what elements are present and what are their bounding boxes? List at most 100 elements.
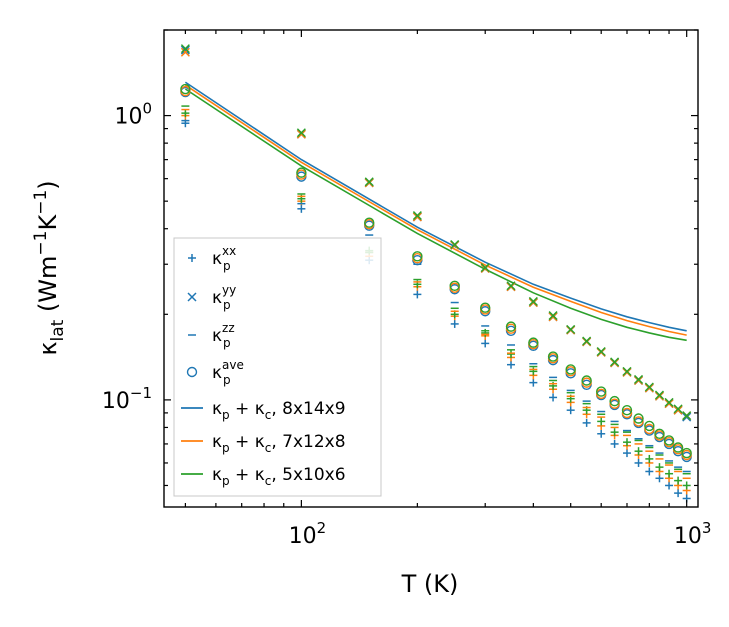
- data-point-kp_yy_5x10x6-450: [548, 311, 558, 321]
- cross-b: [296, 129, 306, 139]
- data-point-kp_yy_7x12x8-900: [664, 399, 674, 409]
- data-point-kp_xx_8x14x9-850: [655, 474, 664, 483]
- data-point-kp_xx_5x10x6-950: [674, 476, 683, 485]
- data-point-kp_xx_5x10x6-850: [655, 463, 664, 472]
- data-point-kp_xx_8x14x9-550: [582, 418, 591, 427]
- cross-b: [682, 412, 692, 422]
- legend-entry-7: κp + κc, 5x10x6: [181, 465, 346, 488]
- data-point-kp_ave_5x10x6-150: [364, 217, 375, 228]
- legend-label: κp + κc, 8x14x9: [212, 399, 346, 422]
- data-point-kp_ave_7x12x8-750: [633, 416, 644, 427]
- cross-b: [180, 44, 190, 54]
- data-point-kp_yy_7x12x8-50: [180, 47, 190, 57]
- cross-b: [644, 383, 654, 393]
- data-point-kp_xx_8x14x9-650: [610, 439, 619, 448]
- cross-b: [610, 357, 620, 367]
- cross-b: [548, 311, 558, 321]
- legend-label: κave p: [212, 358, 244, 387]
- line-series-2: [184, 84, 687, 336]
- cross-b: [644, 382, 654, 392]
- data-point-kp_yy_7x12x8-400: [528, 298, 538, 308]
- x-tick-label-1000: 103: [674, 519, 712, 549]
- cross-b: [412, 211, 422, 221]
- cross-b: [673, 404, 683, 414]
- data-point-kp_xx_5x10x6-750: [634, 447, 643, 456]
- legend: κxx p κyy p κzz p κave p κp + κc, 8x14x9 κp + κc,…: [173, 237, 382, 497]
- cross-b: [528, 296, 538, 306]
- cross-b: [664, 397, 674, 407]
- data-point-kp_yy_5x10x6-1000: [682, 411, 692, 421]
- data-point-kp_ave_5x10x6-50: [180, 83, 191, 95]
- data-point-kp_xx_8x14x9-450: [549, 393, 558, 402]
- data-point-kp_xx_8x14x9-800: [645, 467, 654, 476]
- cross-b: [582, 336, 592, 346]
- data-point-kp_yy_5x10x6-700: [622, 366, 632, 376]
- data-point-kp_ave_5x10x6-450: [547, 351, 559, 362]
- data-point-kp_yy_8x14x9-1000: [682, 412, 692, 422]
- cross-b: [364, 177, 374, 187]
- legend-entry-2: κyy p: [187, 283, 236, 312]
- cross-b: [180, 47, 190, 57]
- data-point-kp_ave_5x10x6-200: [412, 251, 423, 262]
- legend-label: κyy p: [212, 283, 236, 312]
- data-point-kp_yy_5x10x6-200: [412, 211, 422, 221]
- data-point-kp_yy_7x12x8-950: [673, 405, 683, 415]
- data-point-kp_xx_5x10x6-650: [610, 428, 619, 437]
- legend-label: κxx p: [212, 244, 236, 273]
- data-point-kp_ave_5x10x6-550: [581, 375, 592, 386]
- cross-b: [180, 45, 190, 55]
- data-point-kp_yy_5x10x6-250: [450, 239, 460, 250]
- data-point-kp_xx_8x14x9-950: [674, 489, 683, 498]
- data-point-kp_yy_5x10x6-950: [673, 404, 683, 414]
- data-point-kp_yy_7x12x8-850: [654, 391, 665, 401]
- data-point-kp_ave_5x10x6-400: [528, 337, 539, 348]
- plot-area: [180, 44, 692, 503]
- data-point-kp_ave_5x10x6-250: [449, 280, 460, 291]
- legend-label: κp + κc, 7x12x8: [212, 432, 346, 455]
- line-series-3: [184, 88, 687, 342]
- data-point-kp_xx_8x14x9-100: [297, 204, 306, 213]
- data-point-kp_ave_5x10x6-850: [654, 428, 665, 439]
- data-point-kp_xx_5x10x6-50: [181, 109, 190, 118]
- plot-frame: [163, 29, 699, 508]
- data-point-kp_xx_8x14x9-200: [413, 290, 422, 299]
- cross-b: [654, 391, 665, 401]
- line-series-1: [184, 81, 687, 332]
- data-point-kp_yy_5x10x6-500: [566, 324, 576, 334]
- x-axis-label: T (K): [401, 570, 459, 598]
- data-point-kp_ave_5x10x6-900: [663, 435, 675, 446]
- data-point-kp_xx_5x10x6-350: [507, 350, 516, 359]
- data-point-kp_yy_7x12x8-450: [548, 312, 558, 322]
- data-point-kp_yy_7x12x8-800: [644, 383, 654, 393]
- legend-entry-3: κzz p: [188, 321, 235, 350]
- legend-marker-swatch: [187, 292, 197, 302]
- cross-b: [682, 411, 692, 421]
- data-point-kp_yy_5x10x6-750: [634, 374, 644, 384]
- data-point-kp_yy_5x10x6-650: [610, 357, 620, 367]
- data-point-kp_yy_5x10x6-850: [654, 390, 665, 400]
- data-point-kp_yy_5x10x6-400: [528, 296, 538, 306]
- data-point-kp_xx_8x14x9-600: [597, 429, 606, 438]
- data-point-kp_yy_5x10x6-100: [296, 128, 306, 138]
- data-point-kp_ave_5x10x6-650: [609, 395, 620, 407]
- legend-label: κzz p: [212, 321, 235, 350]
- cross-b: [634, 374, 644, 384]
- data-point-kp_yy_8x14x9-50: [180, 45, 190, 55]
- legend-entry-6: κp + κc, 7x12x8: [181, 432, 346, 455]
- cross-b: [412, 212, 422, 222]
- data-point-kp_xx_8x14x9-900: [665, 481, 674, 490]
- legend-marker-swatch: [188, 254, 196, 262]
- data-point-kp_xx_8x14x9-500: [566, 406, 575, 415]
- legend-entry-4: κave p: [186, 358, 244, 387]
- cross-b: [622, 366, 632, 376]
- data-point-kp_yy_7x12x8-200: [412, 212, 422, 222]
- data-point-kp_xx_8x14x9-700: [622, 449, 631, 458]
- cross-b: [296, 128, 306, 138]
- cross-b: [480, 263, 490, 273]
- data-point-kp_xx_8x14x9-300: [481, 339, 490, 348]
- cross-b: [673, 405, 683, 415]
- data-point-kp_xx_5x10x6-800: [645, 454, 654, 463]
- data-point-kp_ave_7x12x8-700: [621, 407, 633, 419]
- cross-b: [506, 281, 516, 291]
